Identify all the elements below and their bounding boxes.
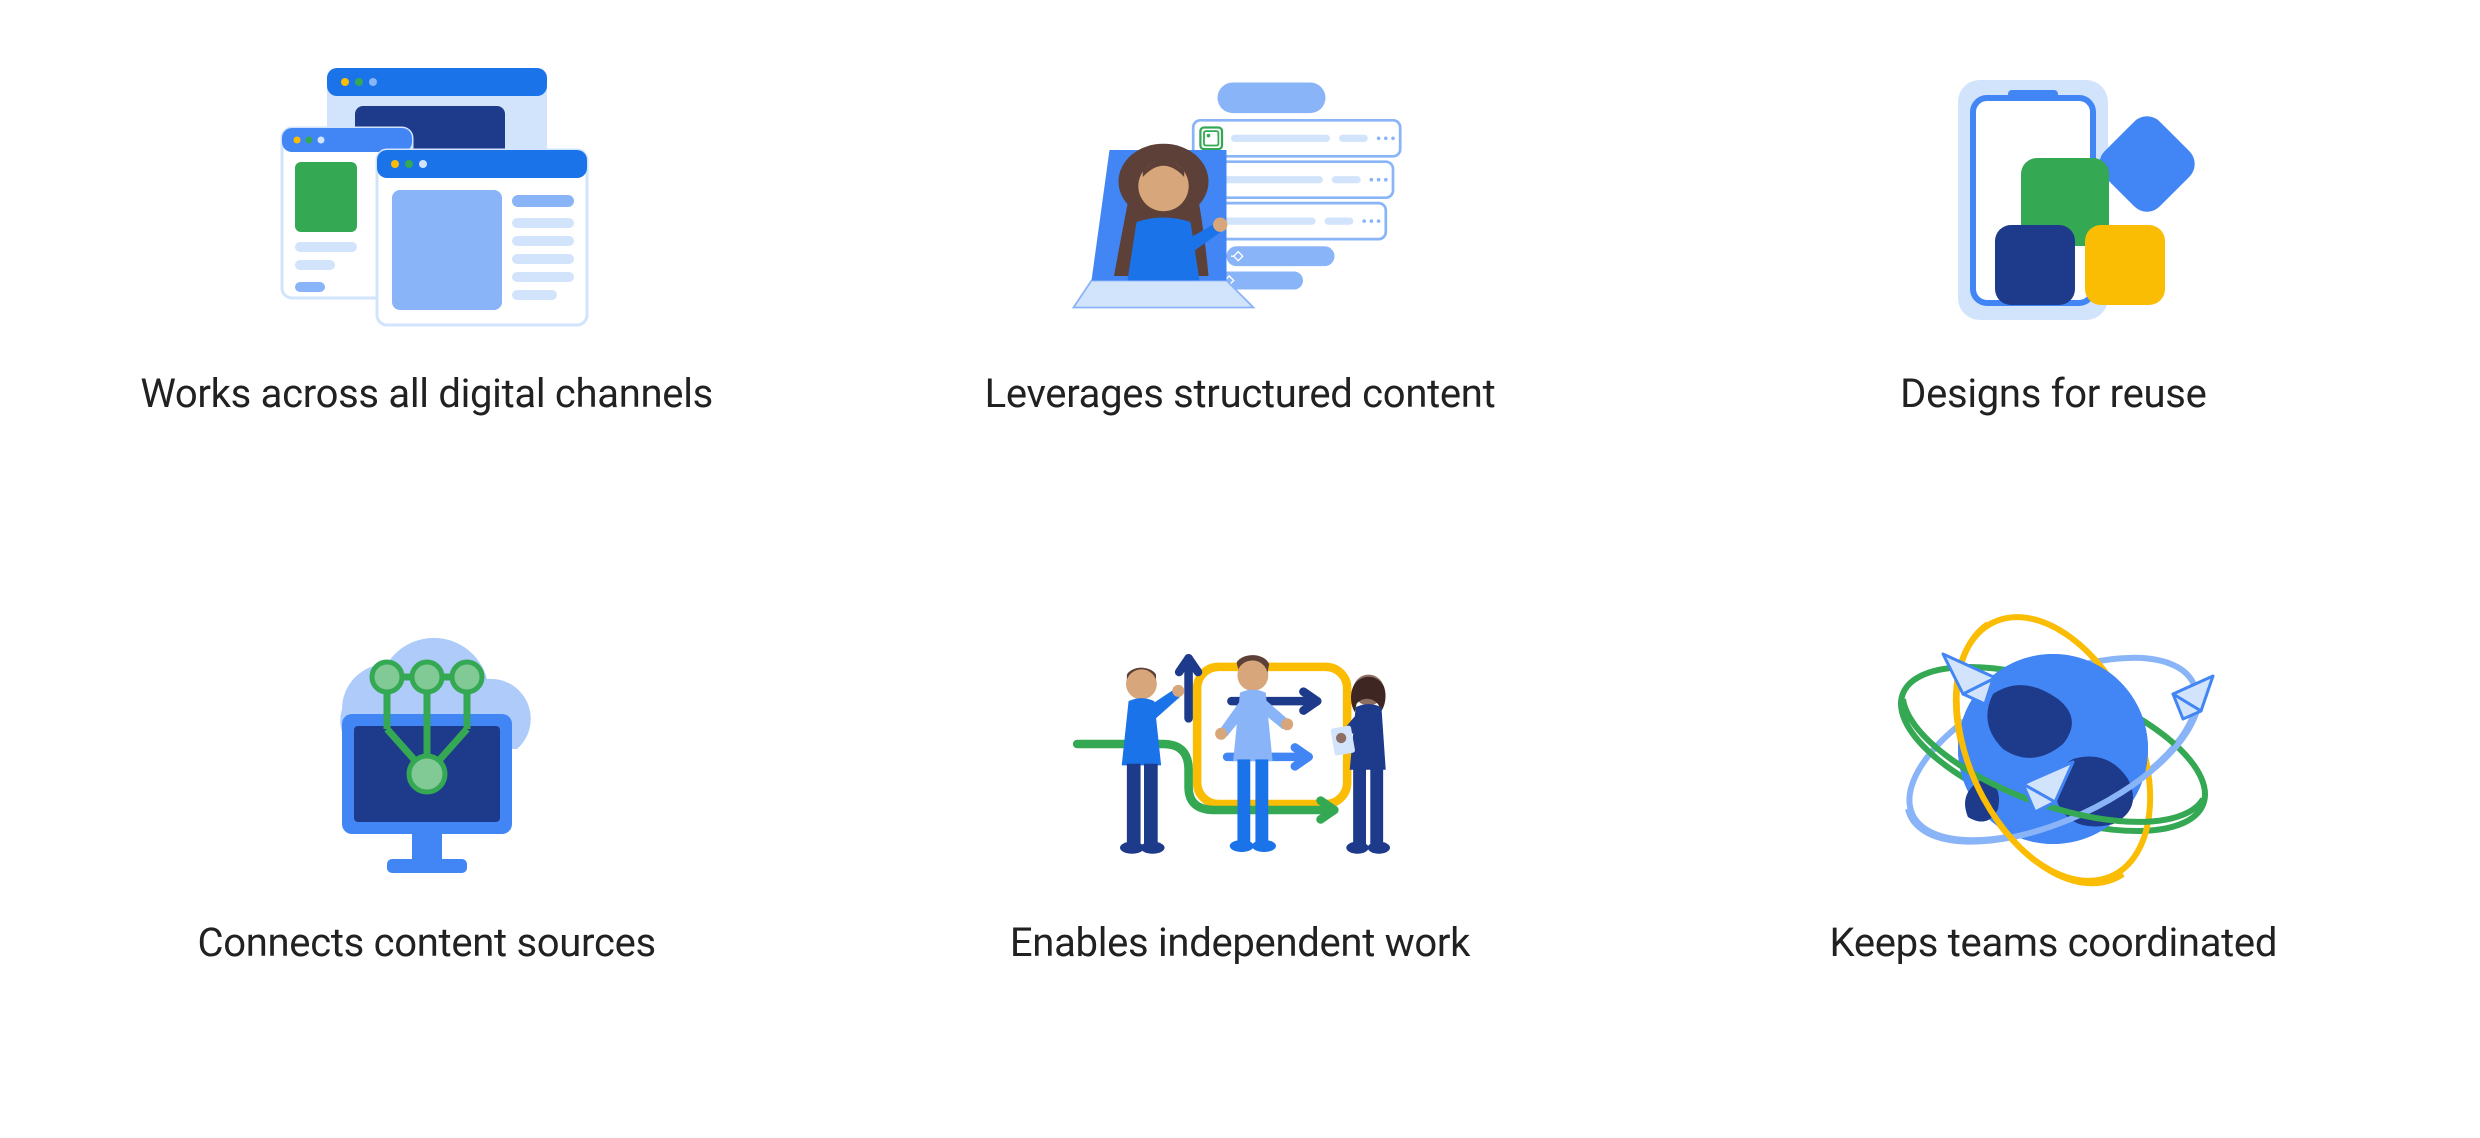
people-flow-icon <box>1060 599 1420 889</box>
browser-windows-icon <box>247 50 607 340</box>
cell-structured-content: Ab <box>853 50 1626 539</box>
cloud-monitor-icon <box>247 599 607 889</box>
caption-digital-channels: Works across all digital channels <box>140 370 713 417</box>
cell-teams-coordinated: Keeps teams coordinated <box>1667 599 2440 1088</box>
globe-orbits-icon <box>1873 599 2233 889</box>
cell-digital-channels: Works across all digital channels <box>40 50 813 539</box>
cell-independent-work: Enables independent work <box>853 599 1626 1088</box>
cell-designs-reuse: Designs for reuse <box>1667 50 2440 539</box>
caption-designs-reuse: Designs for reuse <box>1900 370 2206 417</box>
caption-structured-content: Leverages structured content <box>985 370 1496 417</box>
caption-teams-coordinated: Keeps teams coordinated <box>1830 919 2278 966</box>
caption-independent-work: Enables independent work <box>1010 919 1470 966</box>
caption-connects-sources: Connects content sources <box>197 919 655 966</box>
infographic-grid: Works across all digital channels <box>40 50 2440 1088</box>
cell-connects-sources: Connects content sources <box>40 599 813 1088</box>
laptop-modules-icon: Ab <box>1060 50 1420 340</box>
phone-shapes-icon <box>1873 50 2233 340</box>
